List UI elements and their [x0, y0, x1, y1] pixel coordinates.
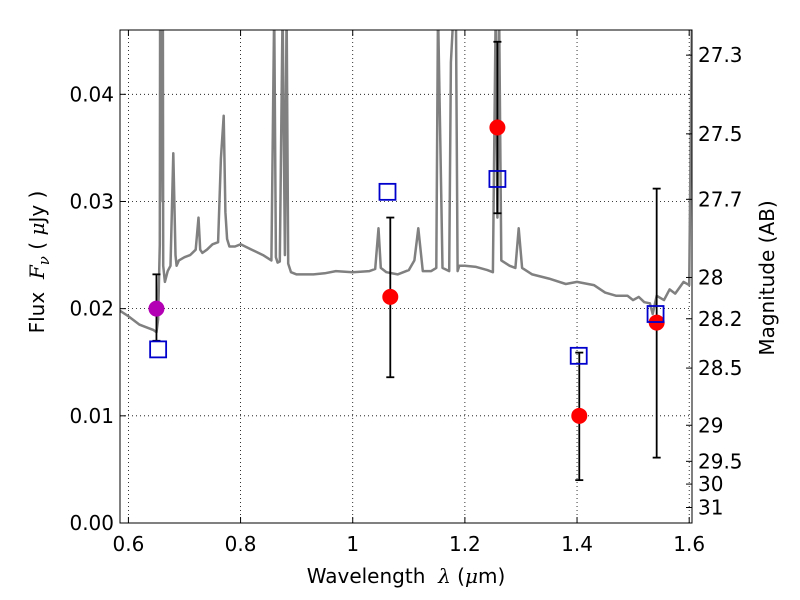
x-tick-label: 0.8 [225, 532, 257, 556]
y-tick-label: 0.03 [69, 189, 114, 213]
y-tick-label: 0.01 [69, 404, 114, 428]
plot-area [120, 30, 692, 523]
y2-tick-label: 29 [698, 413, 723, 437]
model-point [149, 340, 168, 359]
y-axis-label: Flux Fν ( μJy ) [25, 191, 53, 334]
x-tick-labels: 0.6 0.8 1 1.2 1.4 1.6 [113, 532, 706, 556]
x-tick-label: 1 [346, 532, 359, 556]
x-tick-label: 1.6 [673, 532, 705, 556]
x-tick-label: 1.4 [561, 532, 593, 556]
model-photometry-points [149, 170, 665, 365]
y-tick-labels: 0.00 0.01 0.02 0.03 0.04 [69, 82, 114, 535]
y2-axis-label: Magnitude (AB) [755, 200, 779, 355]
model-spectrum [120, 30, 692, 334]
y2-tick-label: 28.2 [698, 307, 743, 331]
y2-tick-label: 31 [698, 496, 723, 520]
y2-tick-label: 27.7 [698, 187, 743, 211]
model-point [378, 182, 397, 201]
y2-tick-label: 27.3 [698, 43, 743, 67]
plot-frame [119, 29, 693, 524]
y2-tick-label: 29.5 [698, 449, 743, 473]
y2-tick-label: 30 [698, 472, 723, 496]
model-point [646, 305, 665, 323]
y-tick-label: 0.04 [69, 82, 114, 106]
y2-tick-label: 27.5 [698, 122, 743, 146]
measured-point [148, 300, 165, 317]
measured-point [571, 407, 588, 424]
model-point [569, 346, 588, 365]
y2-tick-label: 28.5 [698, 356, 743, 380]
model-point [488, 170, 507, 188]
y-tick-label: 0.00 [69, 511, 114, 535]
axis-ticks [120, 30, 692, 524]
x-tick-label: 1.2 [449, 532, 481, 556]
y-tick-label: 0.02 [69, 297, 114, 321]
x-tick-label: 0.6 [113, 532, 145, 556]
grid [120, 30, 692, 523]
y2-tick-label: 28 [698, 265, 723, 289]
x-axis-label: Wavelength λ (μm) [307, 564, 506, 588]
measured-point [489, 119, 506, 136]
spectrum-line [120, 30, 692, 334]
measured-point [382, 288, 399, 305]
